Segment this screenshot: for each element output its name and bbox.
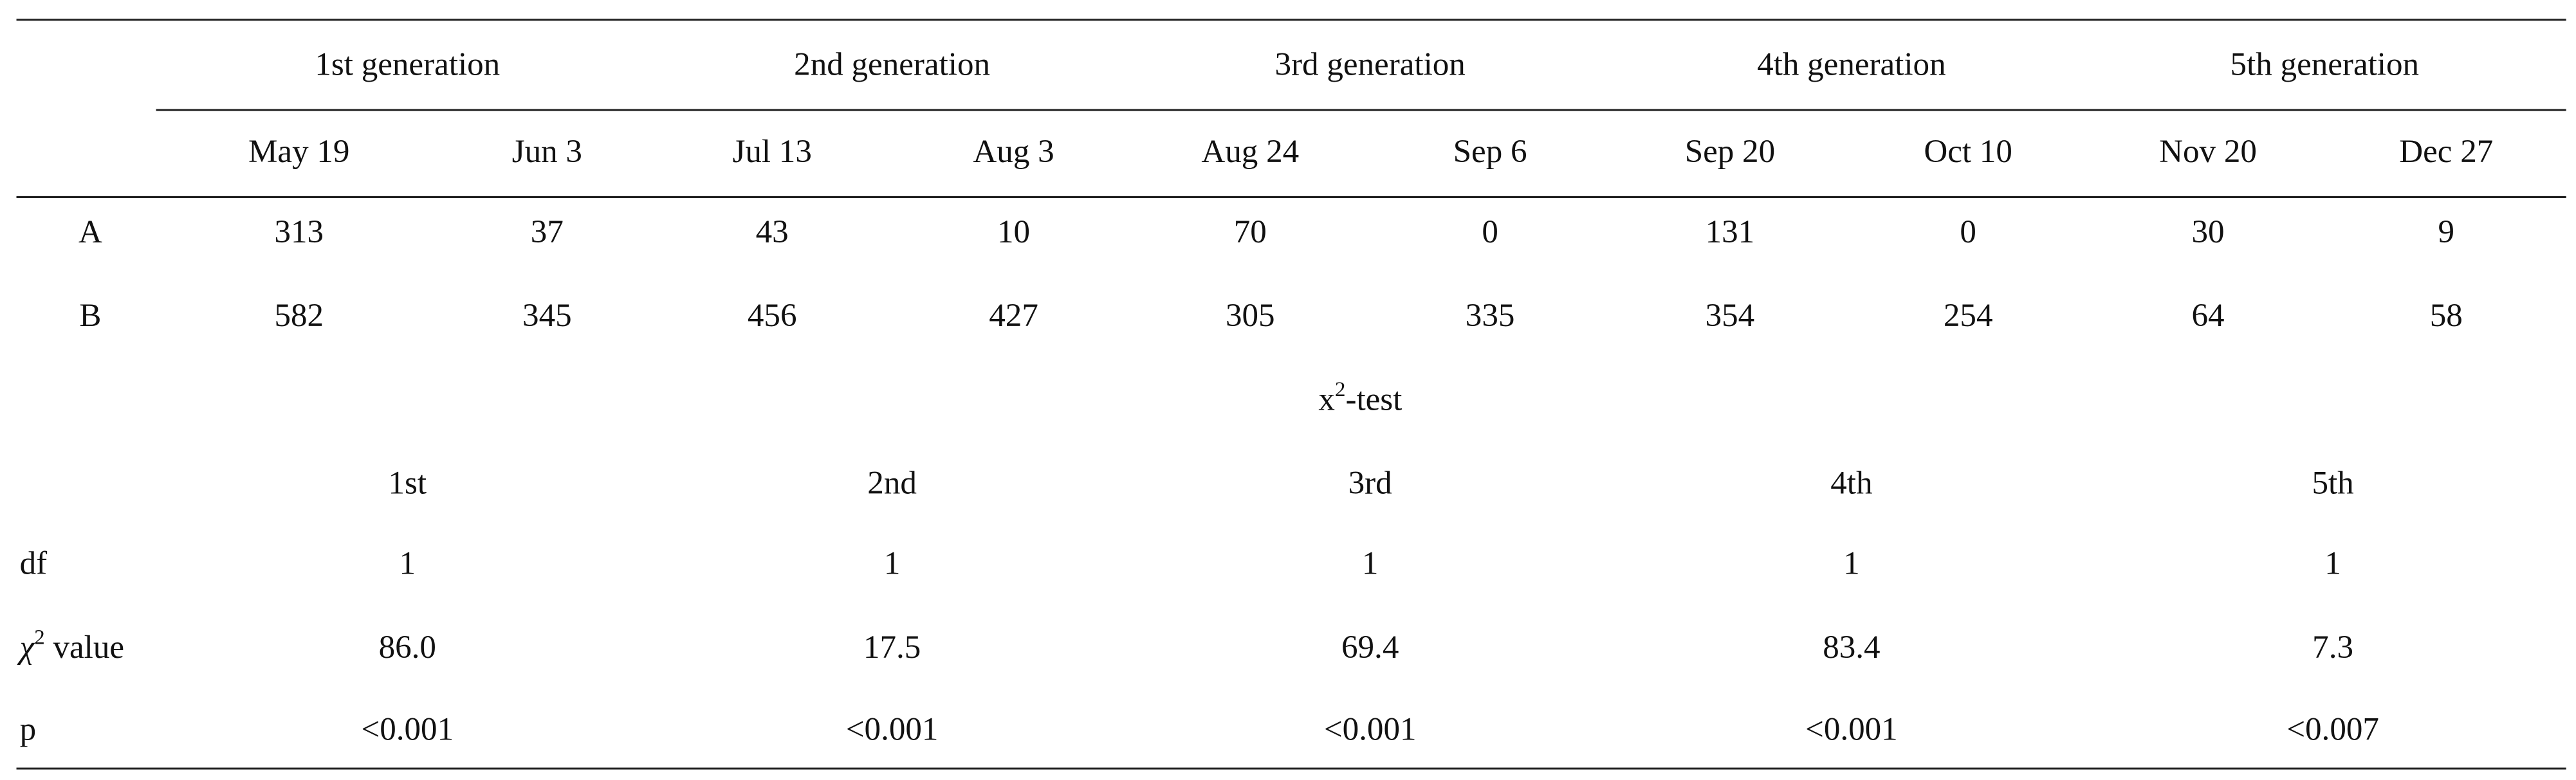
chi-cell: 1	[1362, 545, 1379, 582]
generation-header: 2nd generation	[794, 46, 990, 82]
cell: 427	[989, 297, 1038, 334]
cell: 0	[1960, 213, 1976, 250]
chi-cell: 83.4	[1823, 629, 1880, 666]
chi-cell: 1	[400, 545, 416, 582]
cell: 335	[1466, 297, 1515, 334]
row-label: B	[79, 297, 101, 334]
cell: 313	[274, 213, 324, 250]
chi-cell: <0.001	[846, 711, 939, 748]
cell: 456	[748, 297, 797, 334]
cell: 30	[2191, 213, 2224, 250]
chi-test-title-sup: 2	[1335, 377, 1346, 401]
cell: 10	[997, 213, 1030, 250]
chi-test-title-base: x	[1318, 381, 1335, 417]
cell: 64	[2191, 297, 2224, 334]
cell: 254	[1944, 297, 1993, 334]
date-header: May 19	[248, 133, 349, 170]
generation-header: 4th generation	[1757, 46, 1946, 82]
chi-row-label-rest: value	[45, 629, 124, 666]
generation-header: 3rd generation	[1275, 46, 1466, 82]
cell: 131	[1706, 213, 1755, 250]
chi-cell: <0.001	[1805, 711, 1898, 748]
date-header: Jul 13	[732, 133, 811, 170]
chi-cell: 1	[2324, 545, 2341, 582]
chi-row-label-sup: 2	[34, 625, 45, 649]
date-header: Aug 24	[1201, 133, 1299, 170]
cell: 9	[2438, 213, 2455, 250]
date-header: Nov 20	[2159, 133, 2257, 170]
chi-cell: 86.0	[379, 629, 436, 666]
chi-cell: <0.001	[1324, 711, 1417, 748]
cell: 582	[274, 297, 324, 334]
chi-cell: 7.3	[2312, 629, 2353, 666]
chi-cell: 69.4	[1341, 629, 1399, 666]
chi-cell: <0.007	[2286, 711, 2379, 748]
cell: 58	[2430, 297, 2463, 334]
cell: 43	[756, 213, 789, 250]
cell: 70	[1234, 213, 1267, 250]
cell: 354	[1706, 297, 1755, 334]
generation-header: 1st generation	[315, 46, 500, 82]
date-header: Jun 3	[512, 133, 582, 170]
chi-row-label-base: χ	[17, 629, 35, 666]
date-header: Sep 20	[1685, 133, 1775, 170]
chi-column-header: 5th	[2312, 465, 2353, 502]
chi-column-header: 1st	[388, 465, 427, 502]
chi-column-header: 3rd	[1348, 465, 1392, 502]
cell: 37	[531, 213, 564, 250]
chi-row-label: df	[20, 545, 48, 582]
cell: 0	[1482, 213, 1498, 250]
chi-test-title-rest: -test	[1345, 381, 1402, 417]
date-header: Dec 27	[2399, 133, 2493, 170]
chi-column-header: 4th	[1830, 465, 1872, 502]
chi-test-title: x2-test	[1318, 377, 1402, 417]
chi-row-label: χ2 value	[17, 625, 124, 666]
date-header: Sep 6	[1453, 133, 1527, 170]
chi-cell: <0.001	[361, 711, 454, 748]
chi-cell: 1	[1843, 545, 1860, 582]
date-header: Aug 3	[973, 133, 1054, 170]
chi-column-header: 2nd	[867, 465, 917, 502]
chi-row-label: p	[20, 711, 37, 748]
date-header: Oct 10	[1924, 133, 2012, 170]
row-label: A	[78, 213, 102, 250]
cell: 305	[1226, 297, 1275, 334]
chi-cell: 1	[884, 545, 901, 582]
chi-cell: 17.5	[863, 629, 921, 666]
generation-header: 5th generation	[2231, 46, 2420, 82]
cell: 345	[522, 297, 572, 334]
